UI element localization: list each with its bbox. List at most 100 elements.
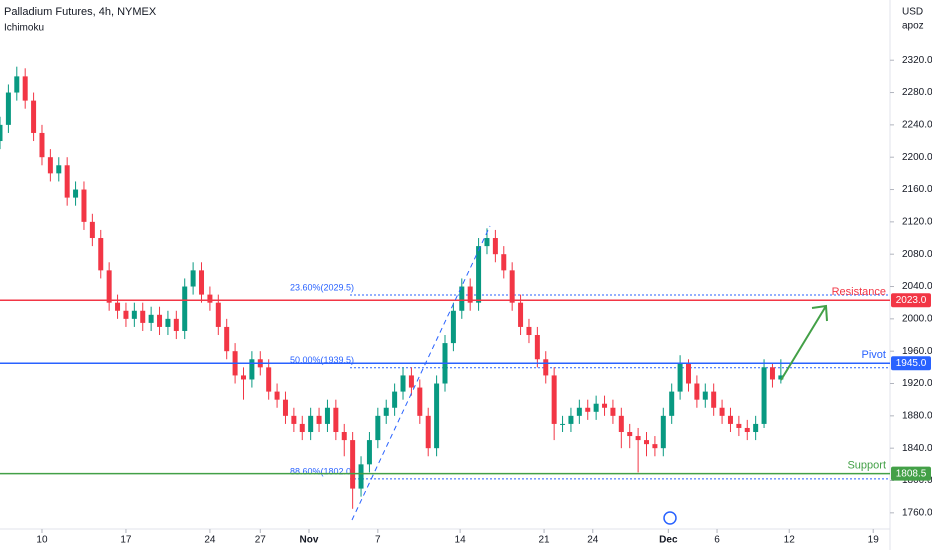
- candle-body: [501, 254, 507, 271]
- candle-body: [190, 270, 196, 287]
- price-badge: [891, 466, 931, 481]
- candle-body: [761, 367, 767, 424]
- fib-label: 88.60%(1802.0): [290, 466, 354, 476]
- candle-body: [618, 415, 624, 433]
- candle-body: [5, 92, 11, 125]
- candle-body: [602, 403, 608, 408]
- candle-body: [182, 286, 188, 331]
- candle-body: [299, 423, 305, 433]
- x-tick-label: 12: [784, 535, 796, 546]
- level-name: Pivot: [862, 349, 886, 361]
- candle-body: [81, 189, 87, 222]
- candle-body: [282, 399, 288, 416]
- candle-body: [64, 165, 70, 198]
- candle-body: [291, 415, 297, 424]
- x-tick-label: Nov: [300, 535, 319, 546]
- fib-label: 50.00%(1939.5): [290, 355, 354, 365]
- candle-body: [131, 310, 137, 319]
- candle-body: [434, 383, 440, 449]
- candle-body: [408, 375, 414, 388]
- candle-body: [652, 444, 658, 449]
- candle-body: [476, 246, 482, 303]
- candle-body: [450, 310, 456, 344]
- candle-body: [685, 363, 691, 384]
- candle-body: [98, 238, 104, 271]
- candle-body: [224, 326, 230, 352]
- candle-body: [73, 189, 79, 198]
- y-tick-label: 2280.0: [902, 87, 932, 98]
- candle-body: [753, 423, 759, 433]
- candle-body: [392, 391, 398, 408]
- candle-body: [375, 415, 381, 441]
- candle-body: [484, 238, 490, 247]
- candle-body: [0, 124, 3, 142]
- candle-body: [593, 403, 599, 412]
- candle-body: [148, 314, 154, 323]
- candle-body: [727, 415, 733, 424]
- candle-body: [316, 415, 322, 424]
- candle-body: [778, 375, 784, 380]
- y-tick-label: 1760.0: [902, 507, 932, 518]
- y-tick-label: 2000.0: [902, 313, 932, 324]
- candle-body: [534, 335, 540, 360]
- x-tick-label: 7: [375, 535, 381, 546]
- candle-body: [744, 427, 750, 433]
- candle-body: [568, 415, 574, 424]
- candle-body: [366, 440, 372, 465]
- event-icon[interactable]: [663, 511, 677, 525]
- candle-body: [635, 436, 641, 441]
- scale-label: apoz: [902, 21, 924, 32]
- candle-body: [31, 100, 37, 133]
- candle-body: [560, 423, 566, 425]
- candle-body: [425, 415, 431, 449]
- y-tick-label: 1880.0: [902, 410, 932, 421]
- candle-body: [518, 302, 524, 327]
- candle-body: [350, 440, 356, 489]
- y-tick-label: 2040.0: [902, 281, 932, 292]
- y-tick-label: 1960.0: [902, 346, 932, 357]
- price-badge: [891, 356, 931, 371]
- trend-line: [351, 225, 491, 521]
- candle-body: [47, 157, 53, 174]
- candle-body: [56, 165, 62, 174]
- candle-body: [39, 132, 45, 158]
- candle-body: [240, 375, 246, 380]
- x-tick-label: 24: [204, 535, 216, 546]
- candle-body: [711, 391, 717, 408]
- candle-body: [585, 407, 591, 412]
- y-tick-label: 2160.0: [902, 184, 932, 195]
- candle-body: [551, 375, 557, 424]
- price-badge-label: 2023.0: [896, 295, 927, 306]
- candle-body: [627, 432, 633, 437]
- y-tick-label: 1920.0: [902, 378, 932, 389]
- candle-body: [610, 407, 616, 416]
- candle-body: [274, 391, 280, 400]
- x-tick-label: 21: [539, 535, 551, 546]
- candle-body: [207, 294, 213, 303]
- candle-body: [266, 367, 272, 392]
- candle-body: [543, 359, 549, 376]
- x-tick-label: 10: [36, 535, 48, 546]
- price-badge: [891, 293, 931, 308]
- candle-body: [341, 432, 347, 441]
- chart-title: Palladium Futures, 4h, NYMEX: [4, 6, 157, 18]
- candle-body: [199, 270, 205, 295]
- candle-body: [467, 286, 473, 303]
- currency: USD: [902, 7, 923, 18]
- candle-body: [22, 76, 28, 101]
- x-tick-label: Dec: [659, 535, 678, 546]
- y-tick-label: 2200.0: [902, 152, 932, 163]
- x-tick-label: 14: [455, 535, 467, 546]
- candle-body: [694, 383, 700, 400]
- level-name: Support: [847, 460, 886, 472]
- candle-body: [492, 238, 498, 255]
- candle-body: [702, 391, 708, 400]
- candle-body: [677, 363, 683, 392]
- candle-body: [459, 286, 465, 311]
- fib-label: 23.60%(2029.5): [290, 282, 354, 292]
- candle-body: [215, 302, 221, 327]
- candle-body: [123, 310, 129, 319]
- candle-body: [140, 310, 146, 323]
- candle-body: [719, 407, 725, 416]
